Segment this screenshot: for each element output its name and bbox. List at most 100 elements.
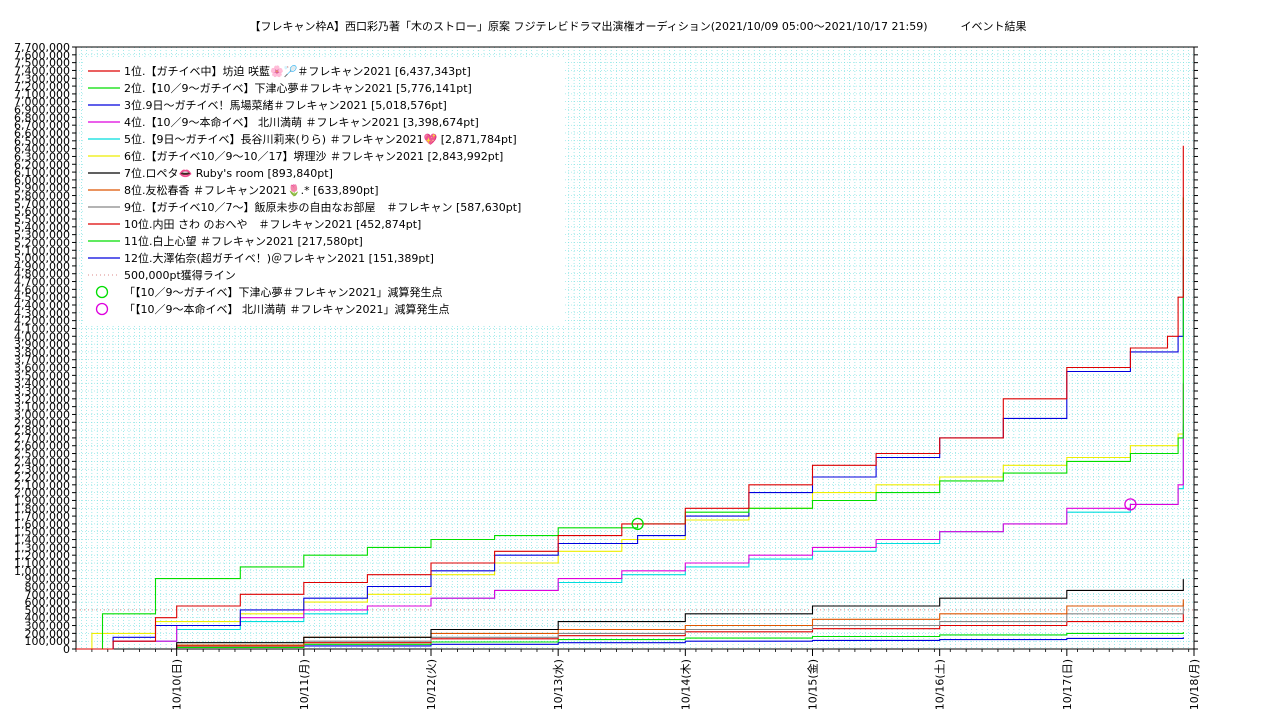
legend-background bbox=[84, 58, 564, 324]
y-tick-label: 400,000 bbox=[25, 612, 71, 625]
y-tick-label: 6,500,000 bbox=[14, 135, 70, 148]
y-tick-label: 3,800,000 bbox=[14, 346, 70, 359]
legend-label-1: 1位.【ガチイベ中】坊迫 咲藍🌸🏸＃フレキャン2021 [6,437,343pt… bbox=[124, 64, 471, 78]
y-tick-label: 7,200,000 bbox=[14, 80, 70, 93]
series-line-1 bbox=[76, 145, 1184, 650]
y-tick-label: 4,500,000 bbox=[14, 291, 70, 304]
y-tick-label: 6,000,000 bbox=[14, 174, 70, 187]
y-tick-label: 2,700,000 bbox=[14, 432, 70, 445]
y-tick-label: 2,500,000 bbox=[14, 448, 70, 461]
y-tick-label: 5,400,000 bbox=[14, 221, 70, 234]
series-line-7 bbox=[76, 579, 1184, 650]
y-tick-label: 6,400,000 bbox=[14, 143, 70, 156]
series-layer bbox=[76, 145, 1194, 650]
y-tick-label: 2,100,000 bbox=[14, 479, 70, 492]
y-tick-label: 1,900,000 bbox=[14, 494, 70, 507]
y-tick-label: 1,700,000 bbox=[14, 510, 70, 523]
y-tick-label: 3,700,000 bbox=[14, 354, 70, 367]
y-tick-label: 7,400,000 bbox=[14, 64, 70, 77]
y-tick-label: 3,900,000 bbox=[14, 338, 70, 351]
y-tick-label: 700,000 bbox=[25, 588, 71, 601]
y-tick-label: 6,700,000 bbox=[14, 119, 70, 132]
y-tick-label: 4,900,000 bbox=[14, 260, 70, 273]
y-tick-label: 6,900,000 bbox=[14, 104, 70, 117]
y-tick-label: 7,100,000 bbox=[14, 88, 70, 101]
y-tick-label: 4,800,000 bbox=[14, 268, 70, 281]
y-tick-label: 7,000,000 bbox=[14, 96, 70, 109]
y-tick-label: 5,800,000 bbox=[14, 190, 70, 203]
y-tick-label: 4,200,000 bbox=[14, 315, 70, 328]
y-tick-label: 3,200,000 bbox=[14, 393, 70, 406]
y-tick-label: 4,000,000 bbox=[14, 330, 70, 343]
y-tick-label: 6,100,000 bbox=[14, 166, 70, 179]
y-tick-label: 5,900,000 bbox=[14, 182, 70, 195]
y-tick-label: 3,400,000 bbox=[14, 377, 70, 390]
chart-title: 【フレキャン枠A】西口彩乃著「木のストロー」原案 フジテレビドラマ出演権オーディ… bbox=[249, 19, 1026, 33]
legend-label-5: 5位.【9日〜ガチイベ】長谷川莉来(りら) ＃フレキャン2021💖 [2,871… bbox=[124, 132, 517, 146]
y-tick-label: 2,800,000 bbox=[14, 424, 70, 437]
y-tick-label: 2,200,000 bbox=[14, 471, 70, 484]
x-tick-label: 10/10(日) bbox=[171, 659, 184, 710]
legend: 1位.【ガチイベ中】坊迫 咲藍🌸🏸＃フレキャン2021 [6,437,343pt… bbox=[88, 64, 521, 316]
y-tick-label: 800,000 bbox=[25, 580, 71, 593]
y-tick-label: 1,800,000 bbox=[14, 502, 70, 515]
legend-label-2: 2位.【10／9〜ガチイベ】下津心夢＃フレキャン2021 [5,776,141p… bbox=[124, 81, 472, 95]
y-tick-label: 5,600,000 bbox=[14, 205, 70, 218]
y-tick-label: 100,000 bbox=[25, 635, 71, 648]
y-tick-label: 1,600,000 bbox=[14, 518, 70, 531]
y-tick-label: 7,500,000 bbox=[14, 57, 70, 70]
legend-label-4: 4位.【10／9〜本命イベ】 北川満萌 ＃フレキャン2021 [3,398,67… bbox=[124, 115, 479, 129]
y-tick-label: 4,300,000 bbox=[14, 307, 70, 320]
x-tick-label: 10/15(金) bbox=[806, 659, 820, 710]
y-tick-label: 3,100,000 bbox=[14, 401, 70, 414]
y-tick-label: 0 bbox=[63, 643, 70, 656]
y-tick-label: 3,000,000 bbox=[14, 408, 70, 421]
legend-marker-label-2: 「【10／9〜本命イベ】 北川満萌 ＃フレキャン2021」減算発生点 bbox=[124, 302, 449, 316]
y-tick-label: 1,400,000 bbox=[14, 534, 70, 547]
x-tick-label: 10/18(月) bbox=[1188, 659, 1201, 710]
y-tick-label: 300,000 bbox=[25, 620, 71, 633]
x-tick-label: 10/17(日) bbox=[1061, 659, 1074, 710]
x-tick-label: 10/16(土) bbox=[934, 659, 947, 710]
y-tick-label: 3,500,000 bbox=[14, 369, 70, 382]
series-line-8 bbox=[76, 599, 1184, 650]
series-line-11 bbox=[76, 632, 1184, 650]
y-tick-label: 1,100,000 bbox=[14, 557, 70, 570]
y-tick-label: 200,000 bbox=[25, 627, 71, 640]
legend-label-6: 6位.【ガチイベ10／9〜10／17】堺理沙 ＃フレキャン2021 [2,843… bbox=[124, 149, 503, 163]
legend-label-11: 11位.白上心望 ＃フレキャン2021 [217,580pt] bbox=[124, 234, 363, 248]
y-tick-label: 2,300,000 bbox=[14, 463, 70, 476]
y-tick-label: 6,800,000 bbox=[14, 111, 70, 124]
y-tick-label: 3,600,000 bbox=[14, 362, 70, 375]
y-tick-label: 2,600,000 bbox=[14, 440, 70, 453]
marker-layer bbox=[631, 498, 1137, 531]
y-tick-label: 7,300,000 bbox=[14, 72, 70, 85]
series-line-6 bbox=[76, 426, 1184, 650]
y-tick-label: 5,500,000 bbox=[14, 213, 70, 226]
series-line-5 bbox=[76, 424, 1184, 650]
y-tick-label: 6,200,000 bbox=[14, 158, 70, 171]
legend-label-reference: 500,000pt獲得ライン bbox=[124, 269, 236, 282]
legend-marker-2 bbox=[95, 302, 109, 316]
deduction-marker-2 bbox=[1124, 498, 1137, 511]
y-tick-label: 1,200,000 bbox=[14, 549, 70, 562]
legend-label-10: 10位.内田 さわ のおへや ＃フレキャン2021 [452,874pt] bbox=[124, 217, 421, 231]
y-tick-label: 2,000,000 bbox=[14, 487, 70, 500]
y-tick-label: 600,000 bbox=[25, 596, 71, 609]
y-tick-label: 4,400,000 bbox=[14, 299, 70, 312]
y-tick-label: 6,300,000 bbox=[14, 150, 70, 163]
y-tick-label: 1,300,000 bbox=[14, 541, 70, 554]
y-tick-label: 5,700,000 bbox=[14, 197, 70, 210]
y-tick-label: 7,700,000 bbox=[14, 41, 70, 54]
x-tick-label: 10/11(月) bbox=[298, 659, 311, 710]
y-tick-label: 5,300,000 bbox=[14, 229, 70, 242]
y-tick-label: 1,000,000 bbox=[14, 565, 70, 578]
y-tick-label: 4,700,000 bbox=[14, 276, 70, 289]
y-tick-label: 500,000 bbox=[25, 604, 71, 617]
x-axis: 10/10(日) 10/11(月) 10/12(火) 10/13(水) 10/14(木)… bbox=[75, 649, 1201, 710]
legend-label-8: 8位.友松春香 ＃フレキャン2021🌷.* [633,890pt] bbox=[124, 183, 379, 197]
y-tick-label: 2,400,000 bbox=[14, 455, 70, 468]
legend-label-7: 7位.ロペタ👄 Ruby's room [893,840pt] bbox=[124, 166, 333, 180]
y-tick-label: 6,600,000 bbox=[14, 127, 70, 140]
